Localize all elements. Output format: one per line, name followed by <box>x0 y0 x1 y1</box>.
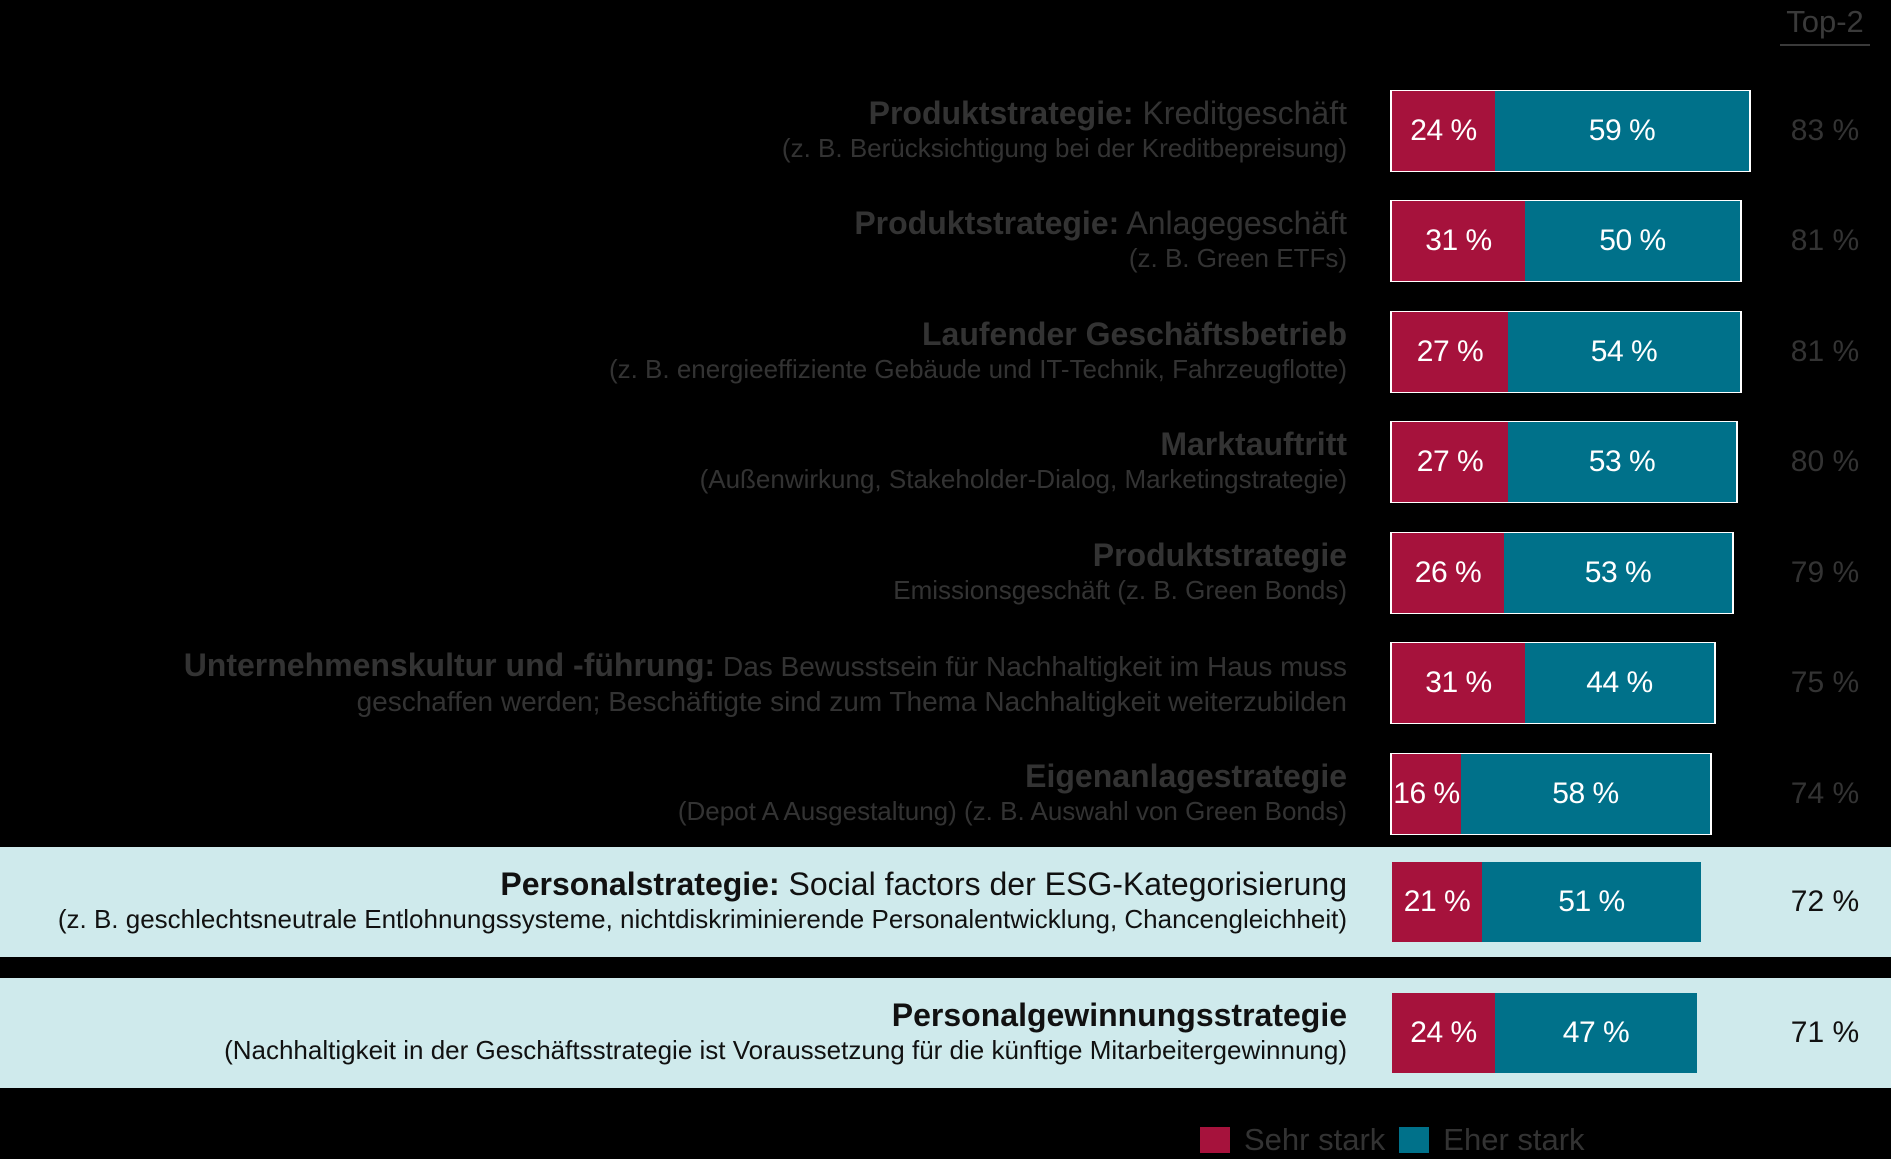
category-title-bold: Unternehmenskultur und -führung: <box>183 647 716 683</box>
chart-row: Personalstrategie: Social factors der ES… <box>0 847 1891 957</box>
legend-item-sehr-stark: Sehr stark <box>1200 1122 1385 1158</box>
top2-value: 83 % <box>1790 114 1860 147</box>
bar-eher-stark: 51 % <box>1482 862 1701 942</box>
category-title: Unternehmenskultur und -führung: Das Bew… <box>184 646 1347 686</box>
chart-row: Produktstrategie Emissionsgeschäft (z. B.… <box>0 528 1891 618</box>
bar-eher-stark: 58 % <box>1461 754 1710 834</box>
category-subtitle: (Depot A Ausgestaltung) (z. B. Auswahl v… <box>677 796 1347 826</box>
legend-item-eher-stark: Eher stark <box>1399 1122 1585 1158</box>
category-label: Produktstrategie Emissionsgeschäft (z. B.… <box>893 536 1347 606</box>
category-title-bold: Marktauftritt <box>1160 426 1347 462</box>
category-title-rest: Das Bewusstsein für Nachhaltigkeit im Ha… <box>715 651 1347 682</box>
category-title-bold: Eigenanlagestrategie <box>1025 758 1347 794</box>
chart-row: Laufender Geschäftsbetrieb (z. B. energie… <box>0 307 1891 397</box>
top2-value: 80 % <box>1790 445 1860 478</box>
bar-sehr-stark: 27 % <box>1392 312 1508 392</box>
category-title-rest: Anlagegeschäft <box>1119 205 1347 241</box>
category-label: Laufender Geschäftsbetrieb (z. B. energie… <box>609 315 1347 385</box>
category-subtitle: (Außenwirkung, Stakeholder-Dialog, Marke… <box>699 464 1347 494</box>
bar-sehr-stark: 24 % <box>1392 91 1495 171</box>
category-label: Produktstrategie: Anlagegeschäft (z. B. G… <box>854 204 1347 274</box>
bar-eher-stark: 47 % <box>1495 993 1697 1073</box>
category-label: Eigenanlagestrategie (Depot A Ausgestaltu… <box>678 757 1347 827</box>
chart-row: Produktstrategie: Anlagegeschäft (z. B. G… <box>0 196 1891 286</box>
bar-sehr-stark: 31 % <box>1392 643 1525 723</box>
bar-eher-stark: 53 % <box>1508 422 1736 502</box>
top2-column-header: Top-2 <box>1780 4 1870 46</box>
chart-row: Eigenanlagestrategie (Depot A Ausgestaltu… <box>0 749 1891 839</box>
category-title: Personalgewinnungsstrategie <box>224 996 1347 1034</box>
top2-value: 71 % <box>1790 1016 1860 1049</box>
category-label: Personalgewinnungsstrategie (Nachhaltigke… <box>224 996 1347 1066</box>
chart-legend: Sehr stark Eher stark <box>1200 1122 1599 1158</box>
category-label: Personalstrategie: Social factors der ES… <box>58 865 1347 935</box>
bar-sehr-stark: 27 % <box>1392 422 1508 502</box>
legend-label-eher-stark: Eher stark <box>1443 1122 1585 1157</box>
category-subtitle: (z. B. energieeffiziente Gebäude und IT-… <box>608 354 1347 384</box>
bar-eher-stark: 54 % <box>1508 312 1740 392</box>
top2-value: 74 % <box>1790 777 1860 810</box>
category-title-bold: Produktstrategie <box>1092 537 1347 573</box>
legend-swatch-eher-stark <box>1399 1127 1430 1153</box>
category-title-bold: Produktstrategie: <box>854 205 1120 241</box>
top2-value: 79 % <box>1790 556 1860 589</box>
category-title: Personalstrategie: Social factors der ES… <box>58 865 1347 903</box>
chart-row: Personalgewinnungsstrategie (Nachhaltigke… <box>0 978 1891 1088</box>
legend-label-sehr-stark: Sehr stark <box>1244 1122 1386 1157</box>
bar-eher-stark: 59 % <box>1495 91 1749 171</box>
bar-sehr-stark: 24 % <box>1392 993 1495 1073</box>
chart-row: Unternehmenskultur und -führung: Das Bew… <box>0 638 1891 728</box>
category-subtitle: (z. B. geschlechtsneutrale Entlohnungssy… <box>57 904 1347 934</box>
category-label: Unternehmenskultur und -führung: Das Bew… <box>184 646 1347 718</box>
top2-value: 75 % <box>1790 666 1860 699</box>
bar-sehr-stark: 16 % <box>1392 754 1461 834</box>
bar-sehr-stark: 21 % <box>1392 862 1482 942</box>
chart-row: Marktauftritt (Außenwirkung, Stakeholder-… <box>0 417 1891 507</box>
category-title-bold: Laufender Geschäftsbetrieb <box>922 316 1347 352</box>
category-title: Produktstrategie: Kreditgeschäft <box>782 94 1347 132</box>
category-subtitle: (z. B. Green ETFs) <box>1128 243 1347 273</box>
chart-row: Produktstrategie: Kreditgeschäft (z. B. B… <box>0 86 1891 176</box>
top2-value: 81 % <box>1790 224 1860 257</box>
category-title: Marktauftritt <box>700 425 1347 463</box>
category-title: Eigenanlagestrategie <box>678 757 1347 795</box>
category-subtitle: (Nachhaltigkeit in der Geschäftsstrategi… <box>224 1035 1347 1065</box>
category-subtitle: geschaffen werden; Beschäftigte sind zum… <box>356 686 1347 717</box>
legend-swatch-sehr-stark <box>1200 1127 1230 1153</box>
category-title: Produktstrategie: Anlagegeschäft <box>854 204 1347 242</box>
top2-value: 72 % <box>1790 885 1860 918</box>
category-subtitle: Emissionsgeschäft (z. B. Green Bonds) <box>893 575 1347 605</box>
category-label: Marktauftritt (Außenwirkung, Stakeholder-… <box>700 425 1347 495</box>
bar-eher-stark: 50 % <box>1525 201 1740 281</box>
category-subtitle: (z. B. Berücksichtigung bei der Kreditbe… <box>781 133 1347 163</box>
category-title-bold: Produktstrategie: <box>868 95 1134 131</box>
category-label: Produktstrategie: Kreditgeschäft (z. B. B… <box>782 94 1347 164</box>
category-title-bold: Personalstrategie: <box>500 866 780 902</box>
category-title-rest: Social factors der ESG-Kategorisierung <box>779 866 1347 902</box>
top2-value: 81 % <box>1790 335 1860 368</box>
bar-sehr-stark: 26 % <box>1392 533 1504 613</box>
category-title-bold: Personalgewinnungsstrategie <box>891 997 1347 1033</box>
category-title-rest: Kreditgeschäft <box>1133 95 1347 131</box>
bar-eher-stark: 44 % <box>1525 643 1714 723</box>
bar-sehr-stark: 31 % <box>1392 201 1525 281</box>
bar-eher-stark: 53 % <box>1504 533 1732 613</box>
category-title: Laufender Geschäftsbetrieb <box>609 315 1347 353</box>
category-title: Produktstrategie <box>893 536 1347 574</box>
